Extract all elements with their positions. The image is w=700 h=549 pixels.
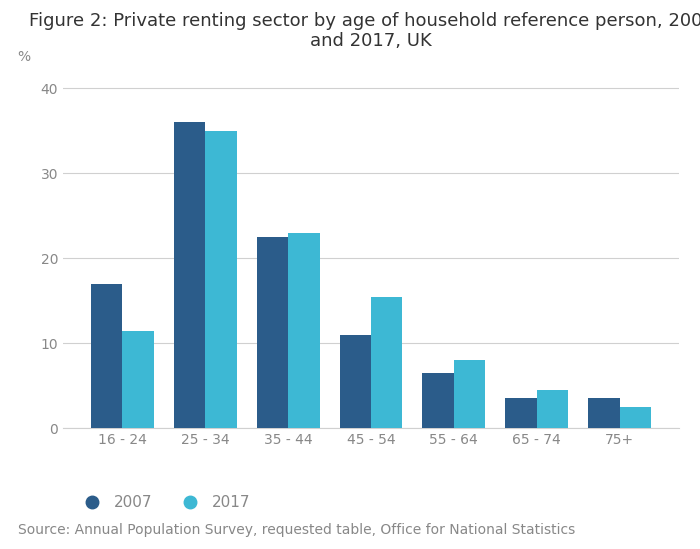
Bar [340,335,371,428]
Bar [588,399,620,428]
Text: %: % [17,50,30,64]
Bar [288,233,320,428]
Bar [122,330,154,428]
Bar [205,131,237,428]
Bar [454,360,485,428]
Title: Figure 2: Private renting sector by age of household reference person, 2007
and : Figure 2: Private renting sector by age … [29,12,700,51]
Bar [620,407,651,428]
Bar [505,399,537,428]
Bar [422,373,454,428]
Text: Source: Annual Population Survey, requested table, Office for National Statistic: Source: Annual Population Survey, reques… [18,523,575,537]
Bar [91,284,122,428]
Bar [537,390,568,428]
Legend: 2007, 2017: 2007, 2017 [71,489,256,517]
Bar [257,237,288,428]
Bar [174,122,205,428]
Bar [371,296,402,428]
